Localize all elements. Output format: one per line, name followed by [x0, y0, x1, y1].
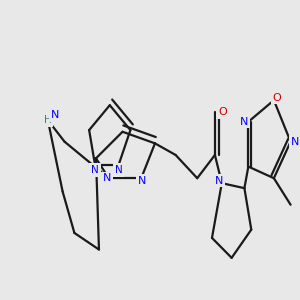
Text: N: N	[51, 110, 59, 120]
Text: N: N	[215, 176, 223, 186]
Text: O: O	[272, 93, 281, 103]
Text: N: N	[91, 165, 99, 175]
Text: O: O	[218, 107, 227, 117]
Text: N: N	[138, 176, 146, 186]
Text: N: N	[240, 117, 248, 127]
Text: N: N	[115, 165, 122, 175]
Text: N: N	[103, 173, 112, 183]
Text: N: N	[291, 137, 299, 147]
Text: H: H	[44, 115, 52, 125]
